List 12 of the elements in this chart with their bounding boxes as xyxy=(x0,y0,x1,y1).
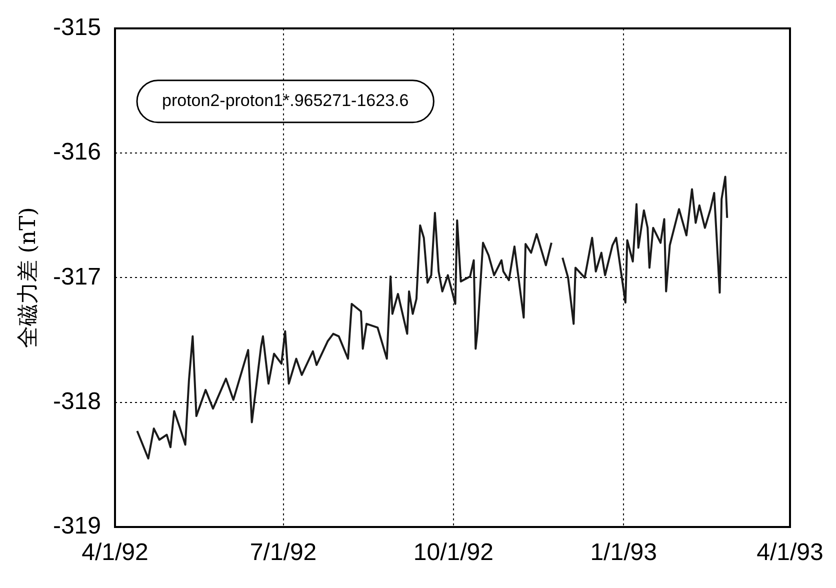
y-tick-label: -318 xyxy=(52,388,101,415)
x-tick-label: 4/1/92 xyxy=(82,539,148,566)
x-tick-label: 7/1/92 xyxy=(250,539,317,566)
annotation: proton2-proton1*.965271-1623.6 xyxy=(162,91,409,110)
x-tick-label: 4/1/93 xyxy=(756,539,824,566)
y-tick-label: -317 xyxy=(52,263,101,290)
y-tick-label: -315 xyxy=(52,14,101,42)
y-tick-label: -316 xyxy=(52,138,101,166)
x-tick-label: 10/1/92 xyxy=(413,539,494,566)
y-tick-label: -319 xyxy=(52,512,101,540)
y-axis-title: 全磁力差 (nT) xyxy=(16,207,41,348)
x-tick-label: 1/1/93 xyxy=(590,539,657,566)
